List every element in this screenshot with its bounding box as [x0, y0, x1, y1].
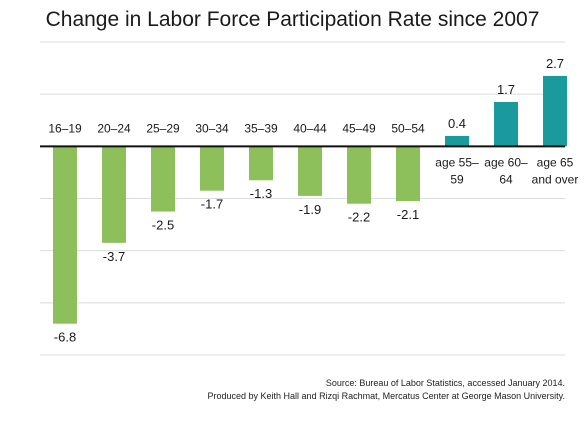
bar: [298, 146, 322, 196]
value-label: -2.1: [397, 207, 419, 222]
category-label: age 65 and over: [532, 155, 579, 186]
category-label: 16–19: [48, 121, 82, 135]
value-label: -3.7: [103, 249, 125, 264]
bar: [53, 146, 77, 324]
category-label: age 60– 64: [484, 155, 528, 186]
value-label: 2.7: [546, 56, 564, 71]
value-label: -6.8: [54, 330, 76, 345]
value-label: 1.7: [497, 82, 515, 97]
bar: [543, 75, 567, 147]
value-label: -2.5: [152, 218, 174, 233]
category-label-line: age 60–: [484, 155, 528, 169]
category-label: 30–34: [195, 121, 229, 135]
category-label-line: and over: [532, 172, 579, 186]
category-label: age 55– 59: [435, 155, 479, 186]
source-note: Source: Bureau of Labor Statistics, acce…: [325, 378, 565, 388]
value-label: -2.2: [348, 210, 370, 225]
category-label: 35–39: [244, 121, 278, 135]
chart-title: Change in Labor Force Participation Rate…: [45, 8, 540, 31]
value-label: -1.7: [201, 197, 223, 212]
category-label: 25–29: [146, 121, 180, 135]
bar: [151, 146, 175, 212]
category-label: 20–24: [97, 121, 131, 135]
credit-note: Produced by Keith Hall and Rizqi Rachmat…: [207, 391, 566, 401]
category-label-line: 64: [499, 172, 513, 186]
category-label-line: age 65: [537, 155, 574, 169]
value-label: -1.3: [250, 186, 272, 201]
category-label-line: 59: [450, 172, 464, 186]
bar: [494, 101, 518, 147]
bar: [102, 146, 126, 243]
value-label: -1.9: [299, 202, 321, 217]
bar: [445, 135, 469, 147]
category-label: 50–54: [391, 121, 425, 135]
bar: [200, 146, 224, 191]
bar: [396, 146, 420, 202]
category-label: 40–44: [293, 121, 327, 135]
value-label: 0.4: [448, 116, 466, 131]
bar: [347, 146, 371, 204]
category-label-line: age 55–: [435, 155, 479, 169]
category-label: 45–49: [342, 121, 376, 135]
bar: [249, 146, 273, 181]
